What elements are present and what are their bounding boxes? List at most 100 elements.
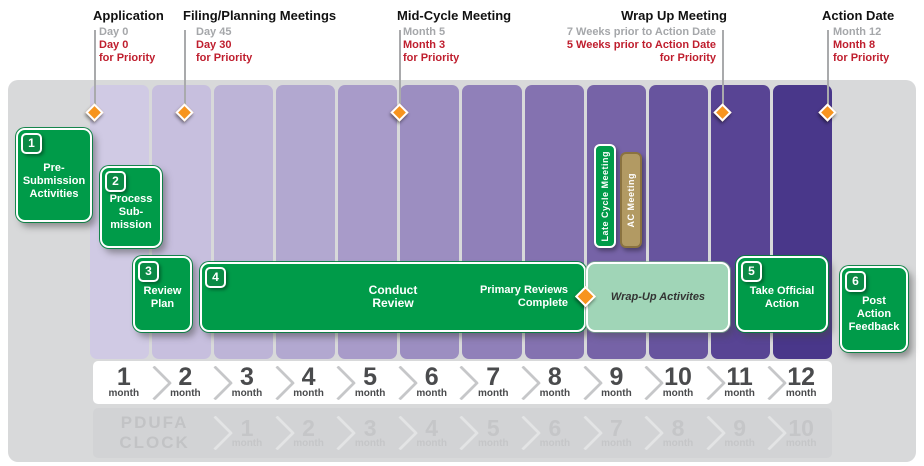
pdufa-month-number: 3 xyxy=(363,414,377,441)
pdufa-clock: PDUFA CLOCK 1 month 2 month 3 month 4 mo… xyxy=(93,408,832,458)
milestone-sub: Day 0 Day 0 for Priority xyxy=(99,26,164,65)
month-unit: month xyxy=(231,388,263,399)
step-label: Post Action Feedback xyxy=(848,294,900,333)
month-cell: 9 month xyxy=(586,361,648,404)
month-unit: month xyxy=(601,388,632,399)
pdufa-month-number: 9 xyxy=(733,414,746,441)
month-cell: 1 month xyxy=(93,361,155,404)
primary-reviews-complete-label: Primary Reviews Complete xyxy=(479,284,568,309)
pdufa-month-cell: 9 month xyxy=(709,408,771,458)
pdufa-month-number: 5 xyxy=(486,414,500,441)
step-1-pre-submission-activities: 1 Pre- Submission Activities xyxy=(16,128,92,222)
step-number-badge: 1 xyxy=(21,133,42,154)
month-number: 2 xyxy=(178,363,193,391)
pdufa-month-unit: month xyxy=(539,437,571,449)
milestone-tick-application xyxy=(94,30,96,112)
month-number: 5 xyxy=(363,363,378,391)
month-unit: month xyxy=(354,388,386,399)
step-label: Review Plan xyxy=(143,285,182,310)
step-2-process-submission: 2 Process Sub- mission xyxy=(100,166,162,248)
month-number: 10 xyxy=(664,363,692,391)
month-unit: month xyxy=(170,388,201,399)
pdufa-month-number: 4 xyxy=(425,414,439,441)
month-unit: month xyxy=(108,388,140,399)
milestone-sub: Month 12 Month 8 for Priority xyxy=(833,26,894,65)
wrap-up-activities-bar: Wrap-Up Activites xyxy=(586,262,730,332)
month-cell: 7 month xyxy=(462,361,524,404)
milestone-standard-value: Day 0 xyxy=(99,26,129,38)
pdufa-month-unit: month xyxy=(785,437,817,449)
month-cell: 6 month xyxy=(401,361,463,404)
pdufa-month-number: 2 xyxy=(302,414,315,441)
milestone-wrap-up-meeting: Wrap Up Meeting 7 Weeks prior to Action … xyxy=(567,8,727,65)
milestone-priority-value: Month 3 for Priority xyxy=(403,39,460,64)
month-unit: month xyxy=(724,388,755,399)
ac-meeting-label: AC Meeting xyxy=(626,172,636,228)
milestone-title: Application xyxy=(93,8,164,23)
step-number-badge: 2 xyxy=(105,171,126,192)
pdufa-month-number: 7 xyxy=(610,414,623,441)
milestone-title: Mid-Cycle Meeting xyxy=(397,8,512,23)
milestone-title: Wrap Up Meeting xyxy=(621,8,727,23)
pdufa-month-cell: 1 month xyxy=(216,408,278,458)
step-number-badge: 3 xyxy=(138,261,159,282)
pdufa-clock-label: PDUFA CLOCK xyxy=(93,408,216,458)
month-number: 6 xyxy=(424,363,439,391)
step-number-badge: 5 xyxy=(741,261,762,282)
milestone-sub: Day 45 Day 30 for Priority xyxy=(196,26,336,65)
month-number: 7 xyxy=(486,363,501,391)
month-number: 3 xyxy=(239,363,254,391)
milestone-tick-filing xyxy=(184,30,186,112)
month-number: 9 xyxy=(609,363,624,391)
pdufa-month-cell: 6 month xyxy=(524,408,586,458)
month-cell: 5 month xyxy=(339,361,401,404)
month-scale: 1 month 2 month 3 month 4 month 5 month … xyxy=(93,361,832,404)
step-4-conduct-review-bar: 4 Conduct Review Primary Reviews Complet… xyxy=(200,262,586,332)
month-number: 1 xyxy=(116,363,131,391)
month-cell: 4 month xyxy=(278,361,340,404)
milestone-filing-planning-meetings: Filing/Planning Meetings Day 45 Day 30 f… xyxy=(183,8,336,65)
month-unit: month xyxy=(416,388,447,399)
step-label: Process Sub- mission xyxy=(109,192,153,231)
milestone-title: Action Date xyxy=(822,8,895,23)
pdufa-month-number: 8 xyxy=(671,414,685,441)
pdufa-month-unit: month xyxy=(478,437,509,449)
late-cycle-meeting-tab: Late Cycle Meeting xyxy=(594,144,616,248)
conduct-review-label: Conduct Review xyxy=(368,283,418,310)
step-3-review-plan: 3 Review Plan xyxy=(133,256,192,332)
pdufa-month-unit: month xyxy=(724,437,755,449)
pdufa-month-cell: 5 month xyxy=(462,408,524,458)
milestone-priority-value: Day 0 for Priority xyxy=(99,39,156,64)
milestone-title: Filing/Planning Meetings xyxy=(183,8,337,23)
step-6-post-action-feedback: 6 Post Action Feedback xyxy=(840,266,908,352)
pdufa-month-cell: 7 month xyxy=(586,408,648,458)
milestone-tick-mid-cycle xyxy=(399,30,401,112)
month-cell: 10 month xyxy=(647,361,709,404)
pdufa-month-cell: 3 month xyxy=(339,408,401,458)
month-unit: month xyxy=(477,388,509,399)
month-unit: month xyxy=(785,388,817,399)
pdufa-month-number: 6 xyxy=(548,414,562,441)
month-number: 4 xyxy=(301,363,316,391)
step-number-badge: 6 xyxy=(845,271,866,292)
ac-meeting-tab: AC Meeting xyxy=(620,152,642,248)
month-number: 8 xyxy=(547,363,562,391)
milestone-sub: 7 Weeks prior to Action Date 5 Weeks pri… xyxy=(567,26,716,65)
pdufa-month-unit: month xyxy=(231,437,263,449)
month-unit: month xyxy=(293,388,324,399)
month-cell: 2 month xyxy=(155,361,217,404)
milestone-priority-value: Day 30 for Priority xyxy=(196,39,253,64)
step-number-badge: 4 xyxy=(205,267,226,288)
milestone-sub: Month 5 Month 3 for Priority xyxy=(403,26,511,65)
month-cell: 3 month xyxy=(216,361,278,404)
milestone-application: Application Day 0 Day 0 for Priority xyxy=(93,8,164,65)
milestone-standard-value: Month 5 xyxy=(403,26,446,38)
pdufa-month-cell: 10 month xyxy=(770,408,832,458)
step-label: Take Official Action xyxy=(749,285,815,310)
pdufa-month-number: 1 xyxy=(240,414,254,441)
pdufa-month-cell: 2 month xyxy=(278,408,340,458)
month-cell: 11 month xyxy=(709,361,771,404)
month-cell: 12 month xyxy=(770,361,832,404)
milestone-mid-cycle-meeting: Mid-Cycle Meeting Month 5 Month 3 for Pr… xyxy=(397,8,511,65)
